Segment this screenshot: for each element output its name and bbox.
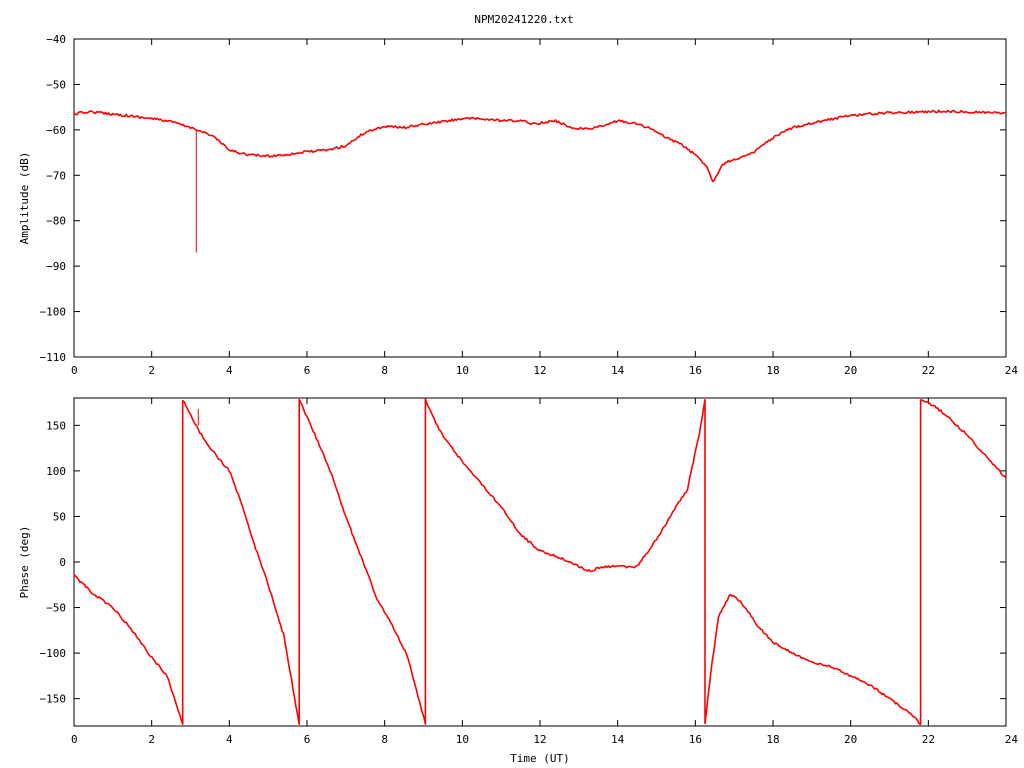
plot-frame [73,397,1007,727]
amplitude-trace [73,109,1007,183]
y-tick-label: −110 [40,351,67,364]
x-tick-label: 24 [1005,733,1019,746]
y-tick-label: 0 [59,556,66,569]
x-tick-label: 18 [766,733,779,746]
plot-frame [73,38,1007,358]
x-tick-label: 22 [922,733,935,746]
y-axis-label: Amplitude (dB) [18,152,31,245]
x-tick-label: 6 [304,733,311,746]
x-tick-label: 12 [533,733,546,746]
x-tick-label: 2 [148,364,155,377]
y-tick-label: 50 [53,510,66,523]
x-tick-label: 24 [1005,364,1019,377]
x-tick-label: 14 [611,733,625,746]
x-tick-label: 8 [381,733,388,746]
y-tick-label: −100 [40,306,67,319]
x-tick-label: 14 [611,364,625,377]
y-tick-label: −100 [40,647,67,660]
y-tick-label: −40 [46,33,66,46]
y-tick-label: −90 [46,260,66,273]
amplitude-panel: 0 2 4 6 8 10 12 14 16 18 20 22 24−110−100−90−80−70−6… [18,33,1018,377]
y-tick-label: −80 [46,215,66,228]
x-tick-label: 22 [922,364,935,377]
chart-title: NPM20241220.txt [474,13,573,26]
x-tick-label: 16 [689,733,702,746]
x-tick-label: 16 [689,364,702,377]
x-tick-label: 20 [844,733,857,746]
x-tick-label: 0 [71,364,78,377]
y-tick-label: −50 [46,602,66,615]
phase-trace [73,398,1007,725]
y-tick-label: −60 [46,124,66,137]
x-tick-label: 20 [844,364,857,377]
y-axis-label: Phase (deg) [18,526,31,599]
x-tick-label: 4 [226,733,233,746]
y-tick-label: 150 [46,419,66,432]
x-tick-label: 10 [456,364,469,377]
x-tick-label: 18 [766,364,779,377]
x-tick-label: 6 [304,364,311,377]
y-tick-label: −50 [46,78,66,91]
x-tick-label: 12 [533,364,546,377]
x-tick-label: 10 [456,733,469,746]
x-tick-label: 2 [148,733,155,746]
phase-panel: 0 2 4 6 8 10 12 14 16 18 20 22 24−150−100−5005010015… [18,397,1019,765]
x-tick-label: 0 [71,733,78,746]
y-tick-label: −150 [40,693,67,706]
y-tick-label: 100 [46,465,66,478]
x-tick-label: 8 [381,364,388,377]
y-tick-label: −70 [46,169,66,182]
x-axis-label: Time (UT) [510,752,570,765]
x-tick-label: 4 [226,364,233,377]
